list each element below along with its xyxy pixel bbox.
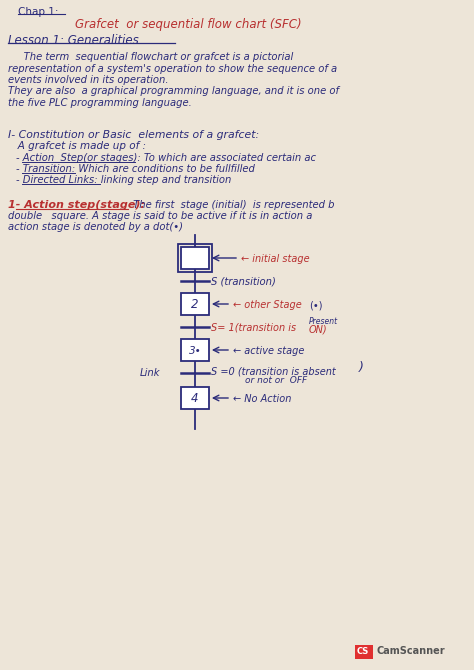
- Text: 3•: 3•: [189, 346, 201, 356]
- Text: events involved in its operation.: events involved in its operation.: [8, 75, 168, 85]
- Text: The term  sequential flowchart or grafcet is a pictorial: The term sequential flowchart or grafcet…: [8, 52, 293, 62]
- Text: the five PLC programming language.: the five PLC programming language.: [8, 98, 192, 108]
- Bar: [181, 293, 209, 315]
- Text: CS: CS: [357, 647, 369, 655]
- Text: Chap 1:: Chap 1:: [18, 7, 58, 17]
- Text: Present: Present: [309, 317, 338, 326]
- Bar: [355, 645, 373, 659]
- Bar: [178, 244, 212, 272]
- Text: ON): ON): [309, 324, 328, 334]
- Text: double   square. A stage is said to be active if it is in action a: double square. A stage is said to be act…: [8, 211, 312, 221]
- Text: CamScanner: CamScanner: [377, 647, 446, 657]
- Text: S (transition): S (transition): [211, 276, 276, 286]
- Text: or not or  OFF: or not or OFF: [245, 376, 307, 385]
- Text: - Action  Step(or stages): To which are associated certain ac: - Action Step(or stages): To which are a…: [16, 153, 316, 163]
- Text: (•): (•): [309, 300, 322, 310]
- Text: action stage is denoted by a dot(•): action stage is denoted by a dot(•): [8, 222, 183, 232]
- Text: 1: 1: [191, 253, 199, 265]
- Text: Lesson 1: Generalities: Lesson 1: Generalities: [8, 34, 139, 47]
- Text: ← other Stage: ← other Stage: [233, 300, 302, 310]
- Text: A grafcet is made up of :: A grafcet is made up of :: [8, 141, 146, 151]
- Text: - Transition: Which are conditions to be fullfilled: - Transition: Which are conditions to be…: [16, 164, 255, 174]
- Text: representation of a system's operation to show the sequence of a: representation of a system's operation t…: [8, 64, 337, 74]
- Bar: [181, 339, 209, 361]
- Bar: [181, 387, 209, 409]
- Text: - Directed Links: linking step and transition: - Directed Links: linking step and trans…: [16, 175, 231, 185]
- Text: ← initial stage: ← initial stage: [241, 254, 310, 264]
- Text: 1- Action step(stage):: 1- Action step(stage):: [8, 200, 145, 210]
- Text: 4: 4: [191, 393, 199, 405]
- Text: ← No Action: ← No Action: [233, 394, 292, 404]
- Text: S =0 (transition is absent: S =0 (transition is absent: [211, 366, 336, 376]
- Text: The first  stage (initial)  is represented b: The first stage (initial) is represented…: [130, 200, 335, 210]
- Text: Grafcet  or sequential flow chart (SFC): Grafcet or sequential flow chart (SFC): [75, 18, 301, 31]
- Text: I- Constitution or Basic  elements of a grafcet:: I- Constitution or Basic elements of a g…: [8, 130, 259, 140]
- Text: They are also  a graphical programming language, and it is one of: They are also a graphical programming la…: [8, 86, 339, 96]
- Text: ): ): [359, 361, 364, 374]
- Text: Link: Link: [140, 368, 161, 378]
- Text: 2: 2: [191, 299, 199, 312]
- Text: S= 1(transition is: S= 1(transition is: [211, 323, 296, 333]
- Bar: [181, 247, 209, 269]
- Text: ← active stage: ← active stage: [233, 346, 304, 356]
